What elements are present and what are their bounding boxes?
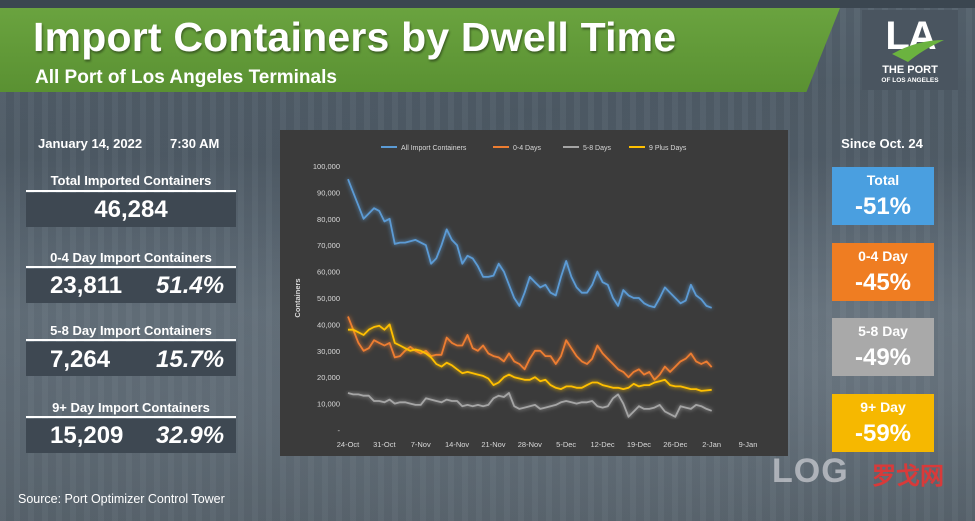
d9p-divider	[26, 416, 236, 418]
page-subtitle: All Port of Los Angeles Terminals	[35, 67, 337, 88]
x-tick-label: 19-Dec	[627, 440, 651, 449]
d04-box	[26, 269, 236, 303]
y-tick-label: 10,000	[317, 400, 340, 409]
x-tick-label: 21-Nov	[481, 440, 505, 449]
d58-label: 5-8 Day Import Containers	[50, 323, 212, 338]
logo-line1: THE PORT	[882, 64, 938, 76]
total-box	[26, 193, 236, 227]
watermark-log: LOG	[772, 452, 849, 490]
y-tick-label: -	[338, 426, 341, 435]
x-tick-label: 7-Nov	[411, 440, 431, 449]
title-banner	[0, 8, 840, 92]
legend-label: 5-8 Days	[583, 145, 612, 152]
y-tick-label: 60,000	[317, 268, 340, 277]
watermark: LOG 罗戈网	[772, 450, 967, 490]
x-tick-label: 9-Jan	[739, 440, 758, 449]
d58-box	[26, 342, 236, 376]
watermark-cn: 罗戈网	[872, 463, 944, 490]
card-9-plus-label: 9+ Day	[860, 399, 906, 415]
y-tick-label: 80,000	[317, 215, 340, 224]
d9p-box	[26, 419, 236, 453]
card-5-8-value: -49%	[854, 344, 912, 371]
d58-percent: 15.7%	[156, 346, 225, 373]
source-note: Source: Port Optimizer Control Tower	[18, 492, 225, 506]
port-of-la-logo: LA THE PORT OF LOS ANGELES	[862, 10, 958, 90]
report-time: 7:30 AM	[170, 136, 220, 151]
x-tick-label: 12-Dec	[590, 440, 614, 449]
x-tick-label: 24-Oct	[337, 440, 360, 449]
series-line-all-import-containers	[347, 178, 713, 309]
since-title: Since Oct. 24	[841, 136, 923, 151]
y-tick-label: 20,000	[317, 373, 340, 382]
x-tick-label: 26-Dec	[663, 440, 687, 449]
card-9-plus-value: -59%	[854, 420, 912, 447]
series-line-0-4-days	[347, 316, 713, 381]
y-tick-label: 50,000	[317, 294, 340, 303]
total-value: 46,284	[94, 196, 168, 223]
y-axis-label: Containers	[293, 278, 302, 317]
d9p-value: 15,209	[50, 422, 124, 449]
card-9-plus-day: 9+ Day -59%	[832, 394, 934, 452]
x-tick-label: 5-Dec	[556, 440, 576, 449]
series-line-5-8-days	[347, 392, 713, 418]
total-label: Total Imported Containers	[50, 173, 212, 188]
top-strip	[0, 0, 975, 8]
x-tick-label: 28-Nov	[518, 440, 542, 449]
d9p-label: 9+ Day Import Containers	[52, 400, 210, 415]
y-tick-label: 70,000	[317, 241, 340, 250]
card-total: Total -51%	[832, 167, 934, 225]
dwell-time-chart: - 10,000 20,000 30,000 40,000 50,000 60,000 70,…	[280, 130, 788, 456]
report-date: January 14, 2022	[38, 136, 143, 151]
series-line-9-plus-days	[348, 323, 712, 392]
y-tick-label: 100,000	[313, 162, 340, 171]
d04-percent: 51.4%	[156, 272, 225, 299]
total-divider	[26, 190, 236, 192]
x-tick-label: 31-Oct	[373, 440, 396, 449]
card-total-label: Total	[866, 172, 900, 188]
card-5-8-day: 5-8 Day -49%	[832, 318, 934, 376]
logo-line2: OF LOS ANGELES	[881, 77, 939, 84]
d04-value: 23,811	[50, 272, 123, 299]
card-0-4-value: -45%	[854, 269, 912, 296]
y-tick-label: 30,000	[317, 347, 340, 356]
legend-label: All Import Containers	[401, 145, 467, 152]
card-total-value: -51%	[854, 193, 912, 220]
y-tick-label: 90,000	[317, 188, 340, 197]
legend-label: 0-4 Days	[513, 145, 542, 152]
card-5-8-label: 5-8 Day	[858, 323, 908, 339]
page-title: Import Containers by Dwell Time	[33, 14, 677, 60]
x-tick-label: 14-Nov	[445, 440, 469, 449]
d9p-percent: 32.9%	[156, 422, 225, 449]
d58-value: 7,264	[50, 346, 111, 373]
card-0-4-day: 0-4 Day -45%	[832, 243, 934, 301]
logo-swoosh-icon	[892, 40, 944, 62]
chart-svg: - 10,000 20,000 30,000 40,000 50,000 60,000 70,…	[293, 145, 758, 449]
card-0-4-label: 0-4 Day	[858, 248, 908, 264]
d04-divider	[26, 266, 236, 268]
y-tick-label: 40,000	[317, 320, 340, 329]
d04-label: 0-4 Day Import Containers	[50, 250, 212, 265]
legend-label: 9 Plus Days	[649, 145, 687, 152]
d58-divider	[26, 339, 236, 341]
x-tick-label: 2-Jan	[702, 440, 721, 449]
